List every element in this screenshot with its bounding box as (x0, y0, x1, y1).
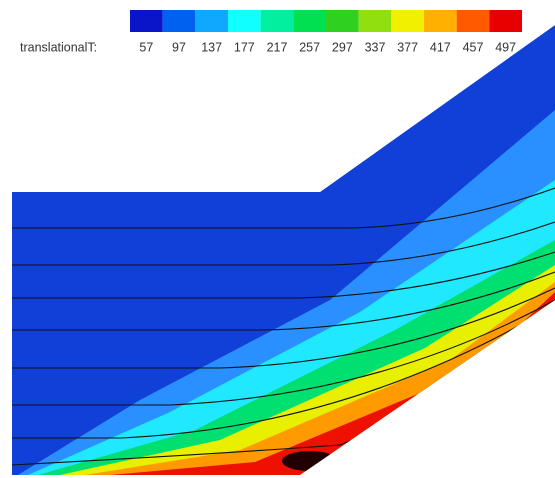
vortex (282, 451, 338, 471)
colorbar-tick-label: 137 (201, 40, 222, 54)
colorbar-tick-label: 457 (463, 40, 484, 54)
colorbar-label: translationalT: (20, 40, 97, 54)
page: translationalT: 57 97 137 177 217 257 297 337 37… (0, 0, 555, 478)
colorbar-box (293, 10, 326, 32)
colorbar-box (424, 10, 457, 32)
colorbar-tick-label: 377 (397, 40, 418, 54)
colorbar-box (457, 10, 490, 32)
colorbar-box (489, 10, 522, 32)
colorbar-box (195, 10, 228, 32)
colorbar-tick-label: 57 (139, 40, 153, 54)
colorbar-tick-label: 217 (267, 40, 288, 54)
colorbar-box (228, 10, 261, 32)
colorbar-box (130, 10, 163, 32)
colorbar-box (261, 10, 294, 32)
figure: translationalT: 57 97 137 177 217 257 297 337 37… (0, 0, 555, 478)
colorbar-tick-label: 257 (299, 40, 320, 54)
colorbar-tick-label: 337 (365, 40, 386, 54)
colorbar-tick-label: 177 (234, 40, 255, 54)
colorbar-tick-label: 417 (430, 40, 451, 54)
colorbar: 57 97 137 177 217 257 297 337 377 417 457 497 (130, 10, 522, 54)
colorbar-box (359, 10, 392, 32)
contour-field (12, 25, 555, 475)
colorbar-tick-label: 297 (332, 40, 353, 54)
colorbar-box (391, 10, 424, 32)
colorbar-box (326, 10, 359, 32)
colorbar-tick-label: 497 (495, 40, 516, 54)
colorbar-box (163, 10, 196, 32)
colorbar-tick-label: 97 (172, 40, 186, 54)
